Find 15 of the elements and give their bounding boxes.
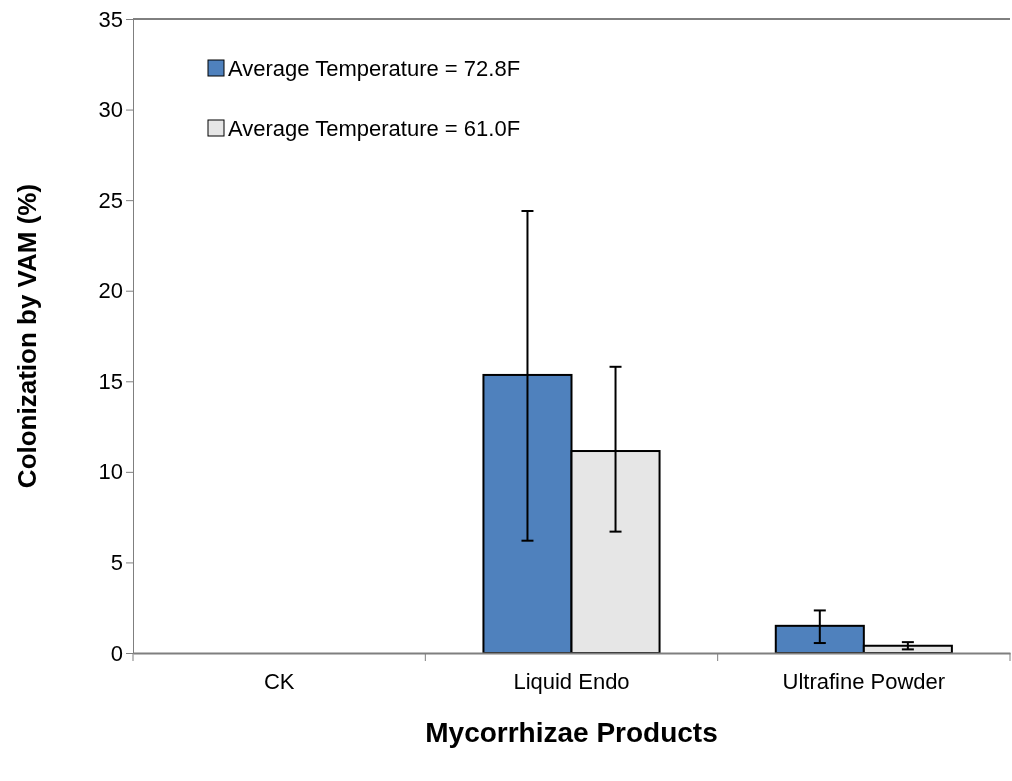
x-tick-label: Ultrafine Powder [782,668,946,694]
y-tick-label: 0 [110,640,123,666]
y-axis-title: Colonization by VAM (%) [12,183,42,489]
y-tick-label: 30 [98,97,123,123]
y-tick-label: 15 [98,368,123,394]
legend-label: Average Temperature = 61.0F [228,116,521,141]
y-tick-label: 5 [110,549,123,575]
y-tick-label: 25 [98,187,123,213]
legend-label: Average Temperature = 72.8F [228,56,521,81]
x-axis-title: Mycorrhizae Products [425,717,718,748]
x-tick-label: CK [263,668,295,694]
x-tick-label: Liquid Endo [513,668,630,694]
y-tick-label: 10 [98,459,123,485]
y-tick-label: 35 [98,6,123,32]
y-tick-label: 20 [98,278,123,304]
